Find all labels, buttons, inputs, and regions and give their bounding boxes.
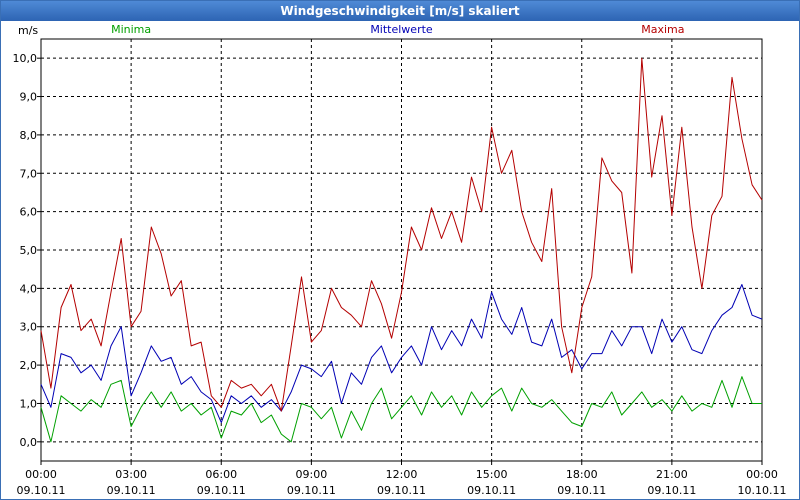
x-date-label: 09.10.11 (647, 484, 696, 497)
x-date-label: 09.10.11 (197, 484, 246, 497)
x-tick-label: 00:00 (25, 468, 57, 481)
x-tick-label: 21:00 (656, 468, 688, 481)
x-date-label: 09.10.11 (17, 484, 66, 497)
y-tick-label: 6,0 (20, 206, 38, 219)
y-tick-label: 0,0 (20, 436, 38, 449)
plot-frame (40, 38, 763, 462)
x-tick-label: 06:00 (205, 468, 237, 481)
y-tick-label: 5,0 (20, 244, 38, 257)
x-date-label: 09.10.11 (107, 484, 156, 497)
x-tick-label: 15:00 (476, 468, 508, 481)
series-label-mittelwerte: Mittelwerte (370, 23, 433, 36)
x-tick-label: 00:00 (746, 468, 778, 481)
x-tick-label: 03:00 (115, 468, 147, 481)
series-group (40, 57, 763, 443)
series-label-minima: Minima (111, 23, 151, 36)
series-line-maxima (40, 57, 763, 412)
x-date-label: 09.10.11 (377, 484, 426, 497)
series-labels: Minima Mittelwerte Maxima (111, 23, 684, 36)
tick-labels: 0,0 1,0 2,0 3,0 4,0 5,0 6,0 7,0 8,0 9,0 10,0 00:00 0… (13, 24, 787, 497)
y-tick-label: 3,0 (20, 321, 38, 334)
x-tick-label: 12:00 (386, 468, 418, 481)
series-line-mittelwerte (40, 284, 763, 424)
x-tick-label: 18:00 (566, 468, 598, 481)
y-tick-label: 10,0 (13, 52, 38, 65)
line-chart: 0,0 1,0 2,0 3,0 4,0 5,0 6,0 7,0 8,0 9,0 10,0 00:00 0… (13, 23, 787, 497)
axes (37, 38, 763, 465)
x-date-label: 09.10.11 (467, 484, 516, 497)
window-title: Windgeschwindigkeit [m/s] skaliert (1, 1, 799, 21)
y-axis-unit: m/s (18, 24, 38, 37)
series-label-maxima: Maxima (641, 23, 684, 36)
y-tick-label: 7,0 (20, 167, 38, 180)
y-tick-label: 2,0 (20, 359, 38, 372)
x-tick-label: 09:00 (296, 468, 328, 481)
series-line-minima (40, 376, 762, 443)
y-tick-label: 1,0 (20, 397, 38, 410)
y-tick-label: 9,0 (20, 91, 38, 104)
x-date-label: 09.10.11 (557, 484, 606, 497)
x-date-label: 10.10.11 (738, 484, 787, 497)
y-tick-label: 8,0 (20, 129, 38, 142)
y-tick-label: 4,0 (20, 282, 38, 295)
x-date-label: 09.10.11 (287, 484, 336, 497)
